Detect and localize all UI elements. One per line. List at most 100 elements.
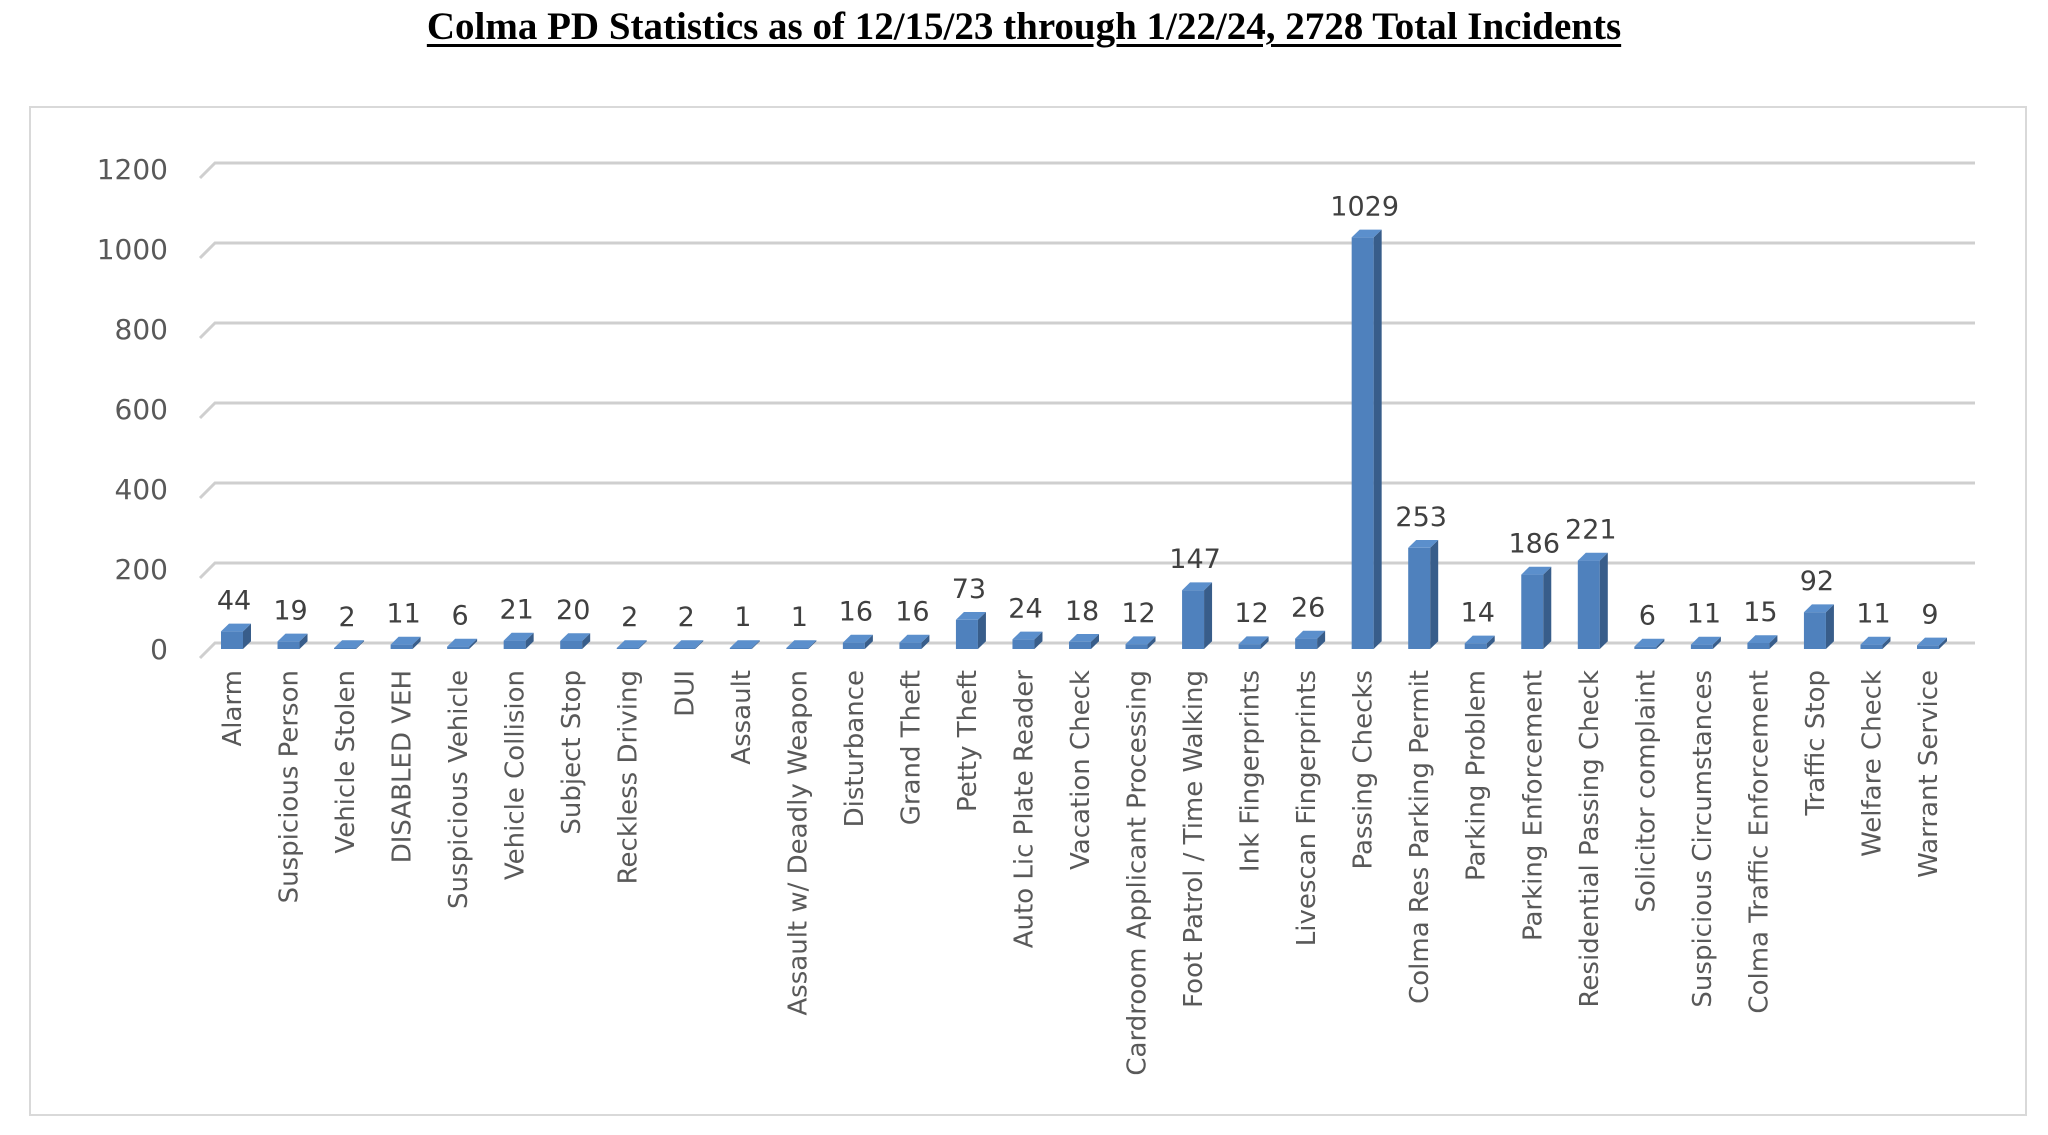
y-tick-label: 200 — [115, 553, 168, 586]
bar — [1012, 631, 1043, 649]
y-tick-label: 1200 — [97, 153, 168, 186]
x-category-label: Assault w/ Deadly Weapon — [783, 670, 813, 1016]
x-category-label: Parking Problem — [1462, 670, 1492, 881]
gridline — [198, 401, 1975, 420]
bar — [1295, 630, 1326, 649]
chart-frame — [29, 106, 2027, 1116]
data-label: 18 — [1065, 596, 1099, 627]
bar — [955, 612, 986, 649]
x-category-label: Petty Theft — [953, 670, 983, 812]
x-category-label: Solicitor complaint — [1631, 670, 1661, 913]
gridlines — [198, 161, 1975, 660]
data-label: 11 — [1687, 599, 1721, 630]
x-category-label: Traffic Stop — [1801, 670, 1831, 817]
data-label: 147 — [1169, 544, 1221, 575]
bar — [503, 632, 534, 649]
x-axis-labels: Alarm Suspicious Person Vehicle Stolen DISA… — [218, 670, 1944, 1076]
bar — [1690, 636, 1721, 649]
x-category-label: Alarm — [218, 670, 248, 747]
x-category-label: DUI — [670, 670, 700, 717]
bar — [842, 634, 873, 649]
chart-title: Colma PD Statistics as of 12/15/23 throu… — [426, 5, 1622, 48]
data-label: 21 — [499, 595, 533, 626]
bar — [1125, 636, 1156, 649]
y-tick-label: 0 — [150, 633, 168, 666]
x-category-label: Ink Fingerprints — [1236, 670, 1266, 872]
y-tick-label: 400 — [115, 473, 168, 506]
bar — [277, 633, 308, 649]
x-category-label: Welfare Check — [1857, 670, 1887, 857]
bar — [1521, 566, 1552, 649]
x-category-label: Passing Checks — [1349, 670, 1379, 870]
x-category-label: DISABLED VEH — [388, 670, 418, 863]
bar — [1351, 229, 1382, 649]
data-label: 9 — [1921, 599, 1938, 630]
gridline — [198, 241, 1975, 260]
x-category-label: Foot Patrol / Time Walking — [1179, 670, 1209, 1008]
bar — [221, 623, 251, 649]
data-label: 20 — [556, 595, 590, 626]
x-category-label: Suspicious Person — [275, 670, 305, 903]
bar — [390, 636, 421, 649]
x-category-label: Vehicle Stolen — [331, 670, 361, 854]
x-category-label: Colma Traffic Enforcement — [1744, 670, 1774, 1014]
data-label: 12 — [1234, 598, 1268, 629]
data-label: 16 — [839, 597, 873, 628]
gridline — [198, 481, 1975, 500]
gridline — [198, 561, 1975, 580]
data-label: 92 — [1800, 566, 1834, 597]
data-label: 14 — [1461, 597, 1495, 628]
bar — [729, 640, 760, 649]
data-label: 19 — [273, 595, 307, 626]
gridline — [198, 161, 1975, 180]
x-category-label: Parking Enforcement — [1518, 670, 1548, 941]
bar — [447, 638, 478, 649]
data-label: 1 — [791, 602, 808, 633]
bar — [1803, 604, 1834, 649]
bar — [899, 634, 930, 649]
x-category-label: Reckless Driving — [614, 670, 644, 884]
bar — [673, 640, 704, 649]
data-label: 6 — [1639, 601, 1656, 632]
data-label: 11 — [1856, 599, 1890, 630]
x-category-label: Colma Res Parking Permit — [1405, 670, 1435, 1004]
data-label: 26 — [1291, 593, 1325, 624]
bar — [1069, 634, 1099, 649]
data-label: 15 — [1743, 597, 1777, 628]
x-category-label: Cardroom Applicant Processing — [1123, 670, 1153, 1076]
x-category-label: Suspicious Circumstances — [1688, 670, 1718, 1008]
data-label: 11 — [386, 599, 420, 630]
data-label: 2 — [621, 602, 638, 633]
bar — [1747, 635, 1778, 649]
x-category-label: Vehicle Collision — [501, 670, 531, 880]
data-label: 6 — [452, 601, 469, 632]
y-axis-ticks: 0 200 400 600 800 1000 1200 — [97, 153, 168, 666]
bar — [616, 640, 647, 649]
x-category-label: Suspicious Vehicle — [444, 670, 474, 909]
bar — [1860, 636, 1891, 649]
data-label: 221 — [1565, 515, 1617, 546]
data-label: 2 — [338, 602, 355, 633]
bar — [1917, 637, 1947, 649]
data-label: 24 — [1008, 593, 1042, 624]
bar — [1464, 635, 1495, 649]
data-label: 73 — [952, 574, 986, 605]
y-tick-label: 800 — [115, 313, 168, 346]
bar — [786, 640, 817, 649]
x-category-label: Grand Theft — [896, 670, 926, 825]
x-category-label: Livescan Fingerprints — [1292, 670, 1322, 946]
x-category-label: Disturbance — [840, 670, 870, 827]
data-label: 16 — [895, 597, 929, 628]
data-label: 44 — [217, 585, 251, 616]
bar — [1408, 540, 1439, 649]
data-label: 12 — [1121, 598, 1155, 629]
data-label: 1029 — [1330, 191, 1399, 222]
bar — [1238, 636, 1269, 649]
bar — [1182, 582, 1213, 649]
gridline — [198, 641, 1975, 660]
x-category-label: Auto Lic Plate Reader — [1009, 670, 1039, 949]
data-label: 1 — [734, 602, 751, 633]
data-label: 253 — [1395, 502, 1447, 533]
